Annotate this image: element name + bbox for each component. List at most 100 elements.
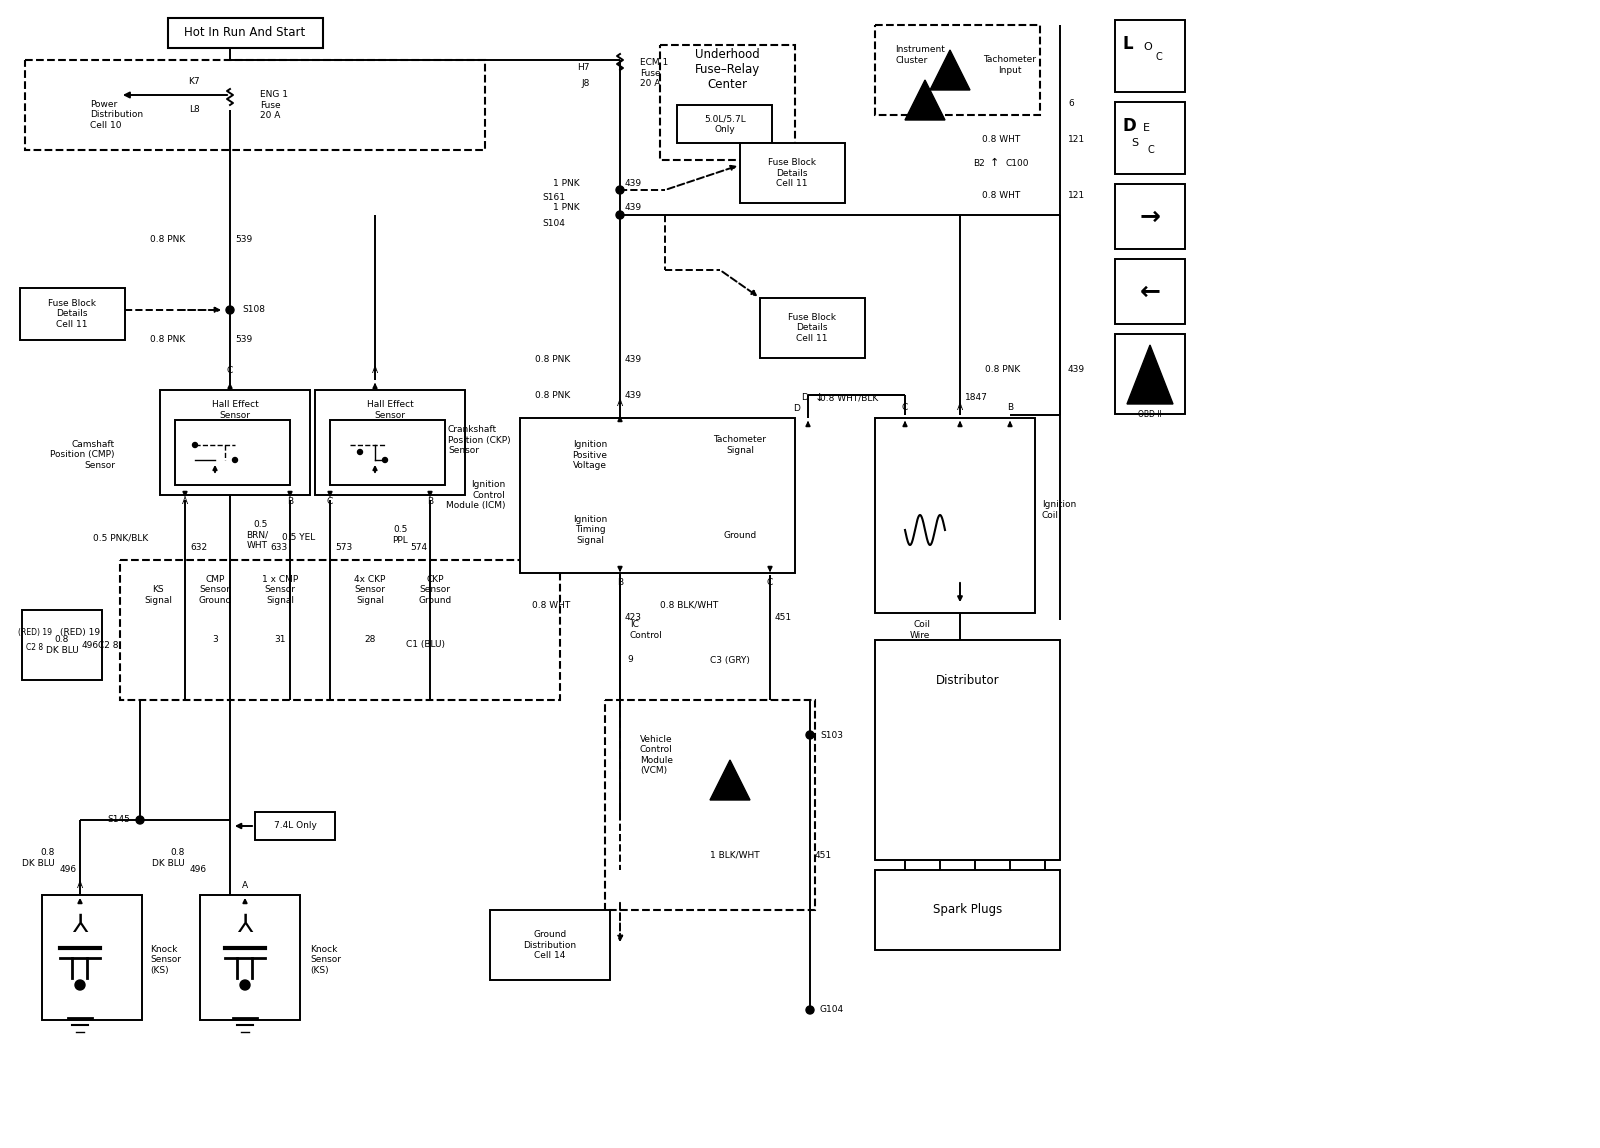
Text: 451: 451 xyxy=(774,613,792,622)
Text: 1 PNK: 1 PNK xyxy=(554,203,579,212)
Text: A: A xyxy=(77,881,83,890)
Bar xyxy=(168,18,323,48)
Text: H7: H7 xyxy=(578,63,590,72)
Text: 0.8 PNK: 0.8 PNK xyxy=(150,235,186,245)
Text: 1 PNK: 1 PNK xyxy=(554,178,579,187)
Text: ←: ← xyxy=(1139,280,1160,304)
Text: 439: 439 xyxy=(626,178,642,187)
Text: IC
Control: IC Control xyxy=(630,620,662,639)
Bar xyxy=(1115,184,1186,249)
Polygon shape xyxy=(906,80,946,121)
Text: D: D xyxy=(1123,117,1136,135)
Text: Crankshaft
Position (CKP)
Sensor: Crankshaft Position (CKP) Sensor xyxy=(448,425,510,455)
Text: 1 BLK/WHT: 1 BLK/WHT xyxy=(710,851,760,860)
Text: Ignition
Coil: Ignition Coil xyxy=(1042,501,1077,520)
Bar xyxy=(42,895,142,1021)
Polygon shape xyxy=(930,51,970,90)
Text: 0.5
PPL: 0.5 PPL xyxy=(392,526,408,544)
Text: ⅄: ⅄ xyxy=(72,913,88,937)
Text: (RED) 19: (RED) 19 xyxy=(59,628,99,636)
Text: 1847: 1847 xyxy=(965,394,987,403)
Text: 7.4L Only: 7.4L Only xyxy=(274,822,317,830)
Text: 439: 439 xyxy=(1069,365,1085,374)
Text: C2 8: C2 8 xyxy=(27,643,43,652)
Text: 423: 423 xyxy=(626,613,642,622)
Text: E: E xyxy=(1142,123,1150,133)
Text: Ignition
Positive
Voltage: Ignition Positive Voltage xyxy=(573,440,608,470)
Text: 121: 121 xyxy=(1069,191,1085,200)
Text: 0.5
BRN/
WHT: 0.5 BRN/ WHT xyxy=(246,520,269,550)
Text: OBD II: OBD II xyxy=(1138,410,1162,419)
Text: B: B xyxy=(286,497,293,506)
Text: S108: S108 xyxy=(242,305,266,315)
Text: Underhood
Fuse–Relay
Center: Underhood Fuse–Relay Center xyxy=(694,48,760,92)
Text: 439: 439 xyxy=(626,203,642,212)
Bar xyxy=(1115,334,1186,414)
Text: 0.8
DK BLU: 0.8 DK BLU xyxy=(46,635,78,654)
Circle shape xyxy=(232,458,237,463)
Text: Spark Plugs: Spark Plugs xyxy=(933,903,1003,916)
Bar xyxy=(330,420,445,484)
Text: 0.5 YEL: 0.5 YEL xyxy=(282,534,315,543)
Text: CMP
Sensor
Ground: CMP Sensor Ground xyxy=(198,575,232,605)
Bar xyxy=(875,418,1035,613)
Bar xyxy=(875,639,1059,860)
Text: 0.8 PNK: 0.8 PNK xyxy=(150,335,186,344)
Text: 0.8 WHT: 0.8 WHT xyxy=(531,600,570,610)
Text: A: A xyxy=(618,400,622,408)
Circle shape xyxy=(806,1006,814,1014)
Polygon shape xyxy=(1126,346,1173,404)
Text: 632: 632 xyxy=(190,543,206,552)
Text: 439: 439 xyxy=(626,390,642,400)
Bar xyxy=(120,560,560,700)
Bar xyxy=(19,288,125,340)
Text: Distributor: Distributor xyxy=(936,674,1000,687)
Text: C: C xyxy=(1149,145,1155,155)
Text: 9: 9 xyxy=(627,656,634,665)
Text: 4x CKP
Sensor
Signal: 4x CKP Sensor Signal xyxy=(354,575,386,605)
Text: 439: 439 xyxy=(626,356,642,365)
Text: 3: 3 xyxy=(213,636,218,644)
Text: A: A xyxy=(371,366,378,375)
Text: Knock
Sensor
(KS): Knock Sensor (KS) xyxy=(310,945,341,975)
Text: 496: 496 xyxy=(82,641,99,650)
Bar xyxy=(26,60,485,150)
Text: C: C xyxy=(1155,52,1162,62)
Text: 496: 496 xyxy=(61,866,77,875)
Text: S: S xyxy=(1131,138,1138,148)
Text: 121: 121 xyxy=(1069,135,1085,145)
Text: C: C xyxy=(766,577,773,587)
Circle shape xyxy=(806,731,814,739)
Text: Hall Effect
Sensor: Hall Effect Sensor xyxy=(211,401,258,420)
Bar xyxy=(677,104,771,144)
Bar xyxy=(875,870,1059,951)
Text: B2: B2 xyxy=(973,158,986,168)
Text: →: → xyxy=(1139,205,1160,228)
Text: Fuse Block
Details
Cell 11: Fuse Block Details Cell 11 xyxy=(48,300,96,328)
Text: 0.8 BLK/WHT: 0.8 BLK/WHT xyxy=(659,600,718,610)
Bar xyxy=(605,700,814,910)
Bar xyxy=(739,144,845,203)
Text: Vehicle
Control
Module
(VCM): Vehicle Control Module (VCM) xyxy=(640,735,674,775)
Bar xyxy=(254,812,334,840)
Text: A: A xyxy=(182,497,189,506)
Text: (RED) 19: (RED) 19 xyxy=(18,628,51,636)
Text: 573: 573 xyxy=(334,543,352,552)
Text: C: C xyxy=(902,403,909,412)
Text: Fuse Block
Details
Cell 11: Fuse Block Details Cell 11 xyxy=(787,313,835,343)
Text: ⅄: ⅄ xyxy=(237,913,253,937)
Text: O: O xyxy=(1142,42,1152,52)
Text: Coil
Wire: Coil Wire xyxy=(910,620,930,639)
Circle shape xyxy=(616,186,624,194)
Text: Hall Effect
Sensor: Hall Effect Sensor xyxy=(366,401,413,420)
Text: ↑: ↑ xyxy=(990,158,1000,168)
Circle shape xyxy=(75,980,85,990)
Text: A: A xyxy=(242,881,248,890)
Text: G104: G104 xyxy=(819,1006,845,1015)
Text: Ground: Ground xyxy=(723,530,757,540)
Text: KS
Signal: KS Signal xyxy=(144,585,173,605)
Bar xyxy=(875,25,1040,115)
Text: 0.8 WHT: 0.8 WHT xyxy=(982,135,1021,145)
Bar xyxy=(160,390,310,495)
Text: Hot In Run And Start: Hot In Run And Start xyxy=(184,26,306,39)
